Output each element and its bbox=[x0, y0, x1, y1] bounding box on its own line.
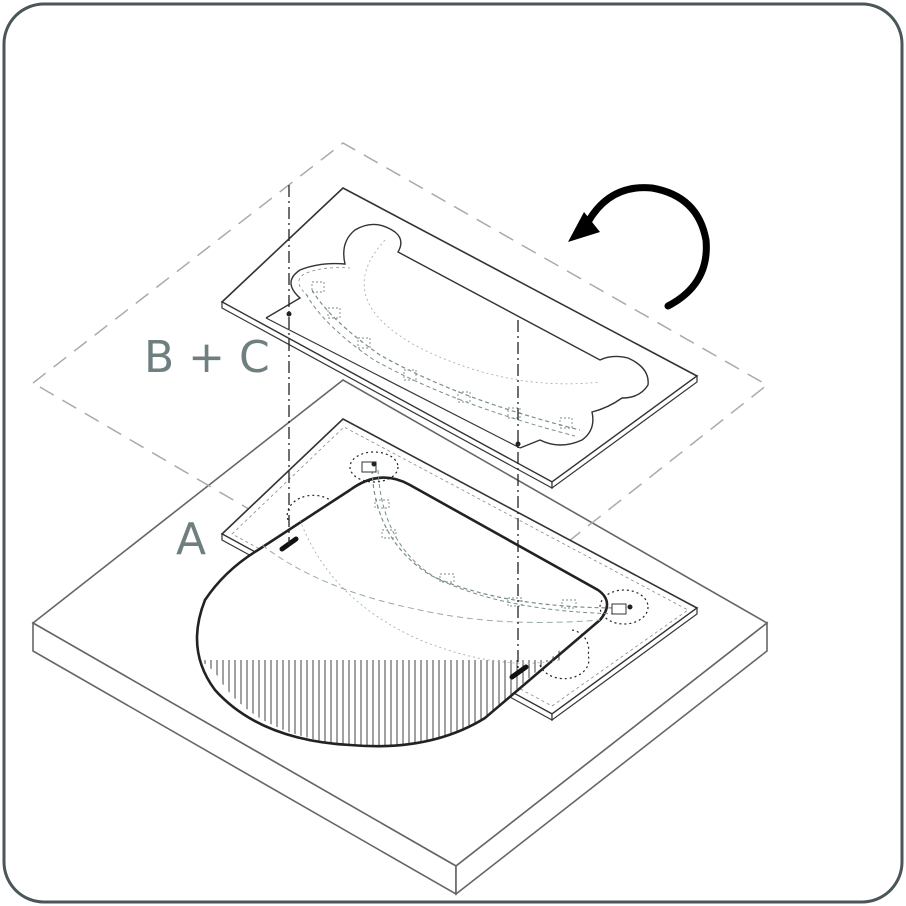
rotate-counterclockwise-arrow-icon bbox=[568, 184, 710, 310]
sheet-bc bbox=[220, 187, 699, 490]
alignment-lines bbox=[288, 185, 519, 672]
label-layer-a: A bbox=[176, 514, 206, 565]
shape-a bbox=[195, 451, 649, 748]
label-layer-bc: B + C bbox=[144, 332, 270, 383]
